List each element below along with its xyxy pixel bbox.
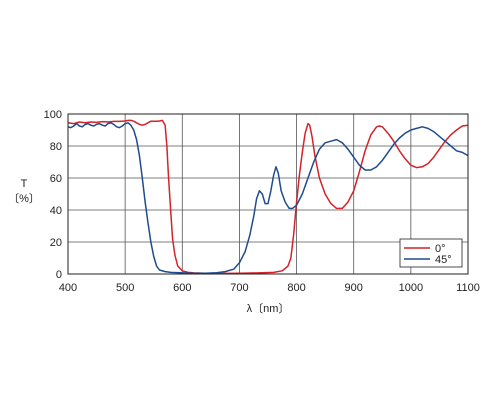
y-tick-label-80: 80 <box>50 141 62 153</box>
x-tick-label-700: 700 <box>230 282 248 294</box>
legend-label-1: 45° <box>435 254 452 266</box>
y-tick-label-0: 0 <box>56 269 62 281</box>
plot-frame <box>67 113 469 275</box>
y-axis-label-line-0: T <box>21 178 28 190</box>
y-tick-label-60: 60 <box>50 173 62 185</box>
x-tick-label-500: 500 <box>116 282 134 294</box>
y-axis-label-line-1: 〔%〕 <box>8 192 40 205</box>
x-tick-label-900: 900 <box>345 282 363 294</box>
x-tick-label-1100: 1100 <box>456 282 480 294</box>
legend-box <box>399 238 463 268</box>
y-tick-label-40: 40 <box>50 205 62 217</box>
legend-label-0: 0° <box>435 243 446 255</box>
x-axis-label: λ〔nm〕 <box>247 302 290 315</box>
series-line-0 <box>67 119 469 275</box>
x-tick-label-600: 600 <box>173 282 191 294</box>
x-tick-label-400: 400 <box>59 282 77 294</box>
y-tick-label-20: 20 <box>50 237 62 249</box>
series-line-1 <box>67 122 469 274</box>
y-tick-label-100: 100 <box>44 109 62 121</box>
x-tick-label-1000: 1000 <box>399 282 423 294</box>
x-tick-label-800: 800 <box>287 282 305 294</box>
